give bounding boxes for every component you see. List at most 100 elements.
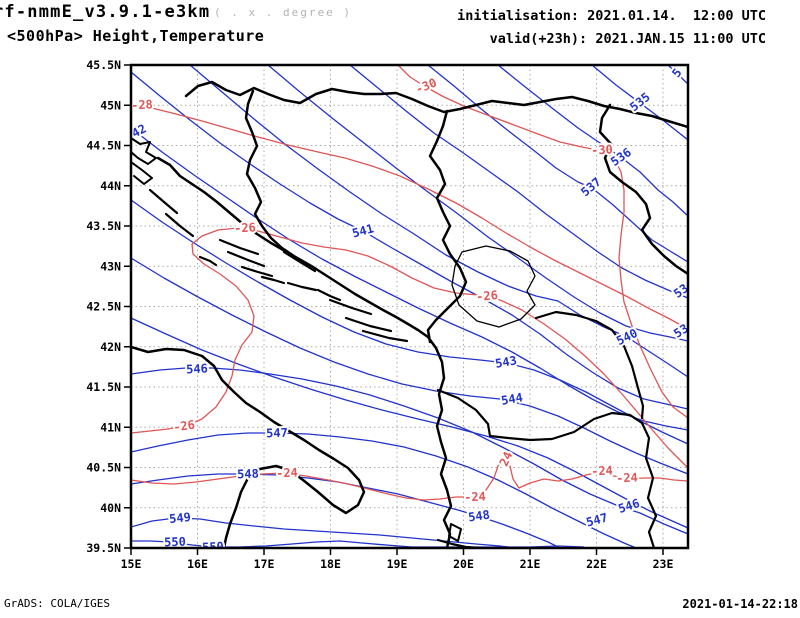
x-tick-label: 18E <box>320 557 341 571</box>
model-title: rf-nmmE_v3.9.1-e3km <box>0 2 210 22</box>
geo-island-3 <box>240 265 274 278</box>
temp-contour--24 <box>131 458 688 501</box>
y-tick-label: 43N <box>100 259 121 273</box>
y-tick-label: 39.5N <box>86 541 121 555</box>
geo-istria-coast-2 <box>131 161 153 185</box>
temp-label--26: -26 <box>476 288 499 304</box>
geo-istria-coast <box>131 137 157 165</box>
height-contour-538 <box>349 65 688 299</box>
height-label-543: 543 <box>494 353 518 371</box>
geo-adriatic-coast <box>156 156 453 548</box>
geo-romania-border <box>598 103 688 276</box>
height-label-548: 548 <box>467 508 490 525</box>
height-contour-548 <box>131 473 561 548</box>
geo-bosnia-west-border <box>244 89 296 258</box>
geo-island-korcula <box>344 316 393 333</box>
y-tick-label: 42N <box>100 340 121 354</box>
height-contour-535 <box>591 65 688 141</box>
height-contour-537 <box>427 65 688 263</box>
temp-label--26: -26 <box>172 418 195 435</box>
y-tick-label: 41.5N <box>86 380 121 394</box>
temp-contour--28 <box>131 103 688 330</box>
height-contour-547 <box>131 432 637 548</box>
height-contour-536 <box>497 65 688 217</box>
height-contour-544 <box>131 257 688 475</box>
height-label-544: 544 <box>500 390 524 408</box>
temp-label--30: -30 <box>591 142 613 157</box>
x-tick-label: 15E <box>121 557 142 571</box>
x-tick-label: 23E <box>653 557 674 571</box>
map-content: 5535536537535354054142543544546546547547… <box>131 65 688 554</box>
height-label-541: 541 <box>351 221 376 240</box>
y-tick-label: 41N <box>100 420 121 434</box>
temp-label--24: -24 <box>464 489 486 504</box>
x-tick-label: 21E <box>520 557 541 571</box>
geo-island-2 <box>226 250 266 268</box>
x-tick-label: 19E <box>387 557 408 571</box>
y-tick-label: 40N <box>100 501 121 515</box>
geo-island-pag-2 <box>164 212 195 238</box>
geo-island-corfu <box>448 523 462 542</box>
geo-island-5 <box>286 281 318 292</box>
height-label-546: 546 <box>617 496 642 516</box>
height-contour-542 <box>131 127 688 431</box>
geo-island-mljet <box>361 329 409 343</box>
height-contour-543 <box>131 199 688 445</box>
geo-island-4 <box>260 275 286 285</box>
geo-serbia-bulgaria-border <box>534 310 645 420</box>
height-label-548: 548 <box>237 467 259 482</box>
geo-island-hvar <box>328 298 373 316</box>
height-label-537: 537 <box>578 175 604 200</box>
geo-kosovo-border <box>451 245 536 328</box>
height-label-550: 550 <box>202 539 224 554</box>
y-tick-label: 45.5N <box>86 58 121 72</box>
map-area: 5535536537535354054142543544546546547547… <box>86 58 690 571</box>
height-contour-534 <box>667 65 688 85</box>
valid-time: valid(+23h): 2021.JAN.15 11:00 UTC <box>490 31 766 47</box>
initialisation-time: initialisation: 2021.01.14. 12:00 UTC <box>457 8 766 24</box>
y-tick-label: 45N <box>100 98 121 112</box>
geo-island-1 <box>218 238 260 256</box>
x-tick-label: 16E <box>187 557 208 571</box>
geo-south-border-chain <box>436 388 658 548</box>
temp-label--24: -24 <box>616 470 638 485</box>
geo-island-7 <box>316 288 342 302</box>
y-tick-label: 40.5N <box>86 461 121 475</box>
height-label-550: 550 <box>164 535 186 550</box>
geo-island-6 <box>282 250 317 273</box>
grads-credit: GrADS: COLA/IGES <box>4 597 110 610</box>
height-contour-541 <box>131 71 688 410</box>
temp-label--24: -24 <box>591 463 613 478</box>
y-tick-label: 44.5N <box>86 139 121 153</box>
y-tick-label: 44N <box>100 179 121 193</box>
height-label-547: 547 <box>266 426 288 441</box>
height-label-549: 549 <box>168 510 191 526</box>
height-contour-545 <box>131 317 688 529</box>
footer: GrADS: COLA/IGES 2021-01-14-22:18 <box>4 597 798 611</box>
temp-label--30: -30 <box>413 75 438 96</box>
geo-north-border <box>184 80 688 129</box>
height-label-547: 547 <box>585 510 610 529</box>
x-tick-label: 17E <box>254 557 275 571</box>
height-label-546: 546 <box>186 361 208 376</box>
temp-label--28: -28 <box>131 97 153 112</box>
field-title: <500hPa> Height,Temperature <box>7 27 264 45</box>
height-contour-539 <box>267 65 688 342</box>
y-tick-label: 42.5N <box>86 300 121 314</box>
header: rf-nmmE_v3.9.1-e3km ( . x . degree ) <50… <box>0 2 766 47</box>
height-contour-549 <box>131 517 517 548</box>
y-tick-label: 43.5N <box>86 219 121 233</box>
geo-drina-border <box>426 109 468 344</box>
temp-label--26: -26 <box>234 220 256 235</box>
geo-italy-coast <box>131 345 366 548</box>
model-note: ( . x . degree ) <box>214 6 352 19</box>
height-contour-546 <box>131 367 688 535</box>
x-tick-label: 22E <box>586 557 607 571</box>
creation-timestamp: 2021-01-14-22:18 <box>682 597 798 611</box>
height-contour-550 <box>131 540 585 548</box>
x-tick-label: 20E <box>453 557 474 571</box>
geo-island-small <box>198 255 218 267</box>
geo-island-pag-1 <box>148 188 179 215</box>
temp-label--24: -24 <box>276 465 298 480</box>
